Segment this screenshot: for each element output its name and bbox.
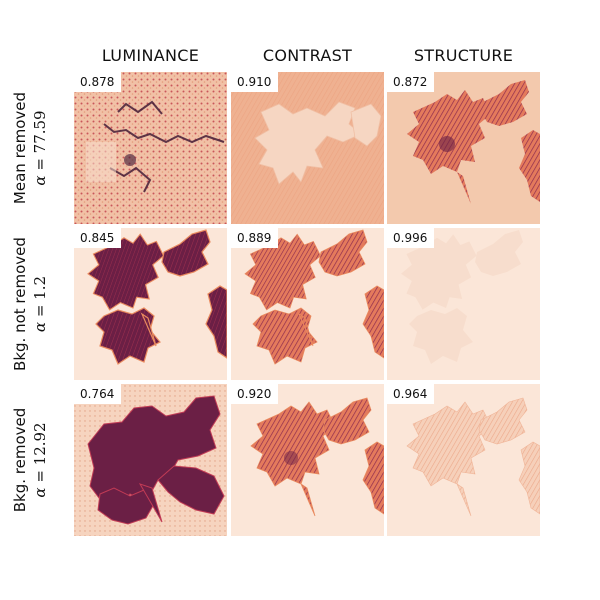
- score-label: 0.764: [74, 384, 122, 404]
- column-header-luminance: LUMINANCE: [101, 46, 200, 65]
- image-luminance-bkg-not-removed: [74, 228, 227, 380]
- panel-contrast-mean-removed: 0.910: [231, 72, 384, 224]
- image-contrast-bkg-not-removed: [231, 228, 384, 380]
- alpha-value: α = 1.2: [31, 275, 49, 333]
- panel-luminance-bkg-removed: 0.764: [74, 384, 227, 536]
- score-label: 0.872: [387, 72, 435, 92]
- score-label: 0.845: [74, 228, 122, 248]
- panel-structure-bkg-removed: 0.964: [387, 384, 540, 536]
- image-structure-mean-removed: [387, 72, 540, 224]
- panel-luminance-bkg-not-removed: 0.845: [74, 228, 227, 380]
- score-label: 0.889: [231, 228, 279, 248]
- score-label: 0.878: [74, 72, 122, 92]
- alpha-value: α = 77.59: [31, 110, 49, 186]
- row-label-text: Mean removed: [11, 91, 29, 205]
- column-header-contrast: CONTRAST: [262, 46, 353, 65]
- score-label: 0.920: [231, 384, 279, 404]
- row-label-bkg-removed: Bkg. removed α = 12.92: [10, 384, 50, 536]
- score-label: 0.964: [387, 384, 435, 404]
- row-label-bkg-not-removed: Bkg. not removed α = 1.2: [10, 228, 50, 380]
- column-header-structure: STRUCTURE: [413, 46, 514, 65]
- image-structure-bkg-removed: [387, 384, 540, 536]
- score-label: 0.996: [387, 228, 435, 248]
- row-label-mean-removed: Mean removed α = 77.59: [10, 72, 50, 224]
- row-label-text: Bkg. not removed: [11, 237, 29, 371]
- panel-structure-mean-removed: 0.872: [387, 72, 540, 224]
- image-luminance-bkg-removed: [74, 384, 227, 536]
- panel-structure-bkg-not-removed: 0.996: [387, 228, 540, 380]
- row-label-text: Bkg. removed: [11, 407, 29, 513]
- image-contrast-mean-removed: [231, 72, 384, 224]
- image-contrast-bkg-removed: [231, 384, 384, 536]
- image-structure-bkg-not-removed: [387, 228, 540, 380]
- panel-contrast-bkg-removed: 0.920: [231, 384, 384, 536]
- panel-contrast-bkg-not-removed: 0.889: [231, 228, 384, 380]
- alpha-value: α = 12.92: [31, 422, 49, 498]
- image-luminance-mean-removed: [74, 72, 227, 224]
- score-label: 0.910: [231, 72, 279, 92]
- panel-luminance-mean-removed: 0.878: [74, 72, 227, 224]
